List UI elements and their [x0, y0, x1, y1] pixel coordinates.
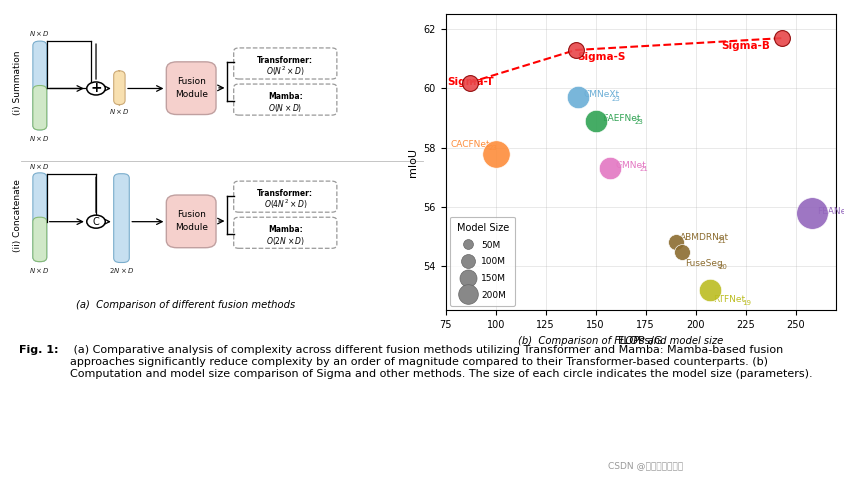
Text: CSDN @明初啥都能学会: CSDN @明初啥都能学会	[608, 461, 683, 470]
Point	[668, 239, 682, 246]
FancyBboxPatch shape	[234, 48, 337, 79]
Text: Fusion
Module: Fusion Module	[175, 210, 208, 232]
Text: 23: 23	[612, 96, 620, 101]
Text: 20: 20	[718, 264, 728, 270]
FancyBboxPatch shape	[114, 174, 129, 262]
Text: $O(N^2 \times D)$: $O(N^2 \times D)$	[266, 65, 305, 78]
Text: $N \times D$: $N \times D$	[30, 134, 51, 143]
Legend: 50M, 100M, 150M, 200M: 50M, 100M, 150M, 200M	[450, 216, 515, 306]
Text: Mamba:: Mamba:	[268, 225, 303, 234]
Point	[463, 79, 477, 86]
Point	[775, 34, 788, 42]
FancyBboxPatch shape	[234, 217, 337, 248]
Text: (i) Summation: (i) Summation	[14, 50, 22, 115]
Text: $N \times D$: $N \times D$	[109, 107, 130, 116]
Text: (b)  Comparison of FLOPs and model size: (b) Comparison of FLOPs and model size	[517, 336, 723, 346]
FancyBboxPatch shape	[33, 85, 46, 130]
Text: $N \times D$: $N \times D$	[30, 266, 51, 275]
Point	[703, 286, 717, 294]
Text: $N \times D$: $N \times D$	[30, 162, 51, 171]
Text: Sigma-S: Sigma-S	[577, 53, 626, 62]
FancyBboxPatch shape	[114, 71, 125, 105]
Text: Sigma-T: Sigma-T	[447, 77, 495, 87]
Text: EAEFNet: EAEFNet	[602, 114, 640, 123]
FancyBboxPatch shape	[33, 41, 46, 130]
Point	[489, 150, 502, 157]
Circle shape	[87, 215, 106, 228]
Text: Fusion
Module: Fusion Module	[175, 77, 208, 99]
Text: Mamba:: Mamba:	[268, 92, 303, 101]
Point	[589, 117, 603, 125]
Text: 23: 23	[489, 145, 498, 151]
FancyBboxPatch shape	[166, 195, 216, 248]
Text: C: C	[93, 217, 100, 227]
FancyBboxPatch shape	[166, 62, 216, 114]
Text: 23: 23	[635, 119, 643, 125]
Text: 21: 21	[639, 166, 648, 172]
Text: +: +	[90, 82, 102, 96]
Text: GMNet: GMNet	[615, 161, 647, 170]
Text: CACFNet: CACFNet	[450, 140, 490, 149]
Text: ABMDRNet: ABMDRNet	[679, 232, 728, 242]
Text: $O(4N^2 \times D)$: $O(4N^2 \times D)$	[263, 198, 307, 211]
Text: $O(N \times D)$: $O(N \times D)$	[268, 102, 302, 114]
Text: FEANet: FEANet	[818, 207, 844, 216]
Point	[571, 94, 584, 101]
FancyBboxPatch shape	[33, 217, 46, 262]
Text: FuseSeg: FuseSeg	[685, 258, 723, 268]
Y-axis label: mIoU: mIoU	[408, 148, 418, 177]
Text: 21: 21	[717, 238, 726, 243]
Text: Transformer:: Transformer:	[257, 189, 313, 198]
Text: Transformer:: Transformer:	[257, 56, 313, 65]
Text: $N \times D$: $N \times D$	[30, 29, 51, 38]
Text: Sigma-B: Sigma-B	[722, 41, 771, 51]
Text: $2N \times D$: $2N \times D$	[109, 266, 134, 275]
Point	[569, 46, 582, 54]
Point	[805, 209, 819, 217]
FancyBboxPatch shape	[234, 84, 337, 115]
Text: (a)  Comparison of different fusion methods: (a) Comparison of different fusion metho…	[76, 300, 295, 310]
Point	[675, 248, 689, 256]
Text: Fig. 1:: Fig. 1:	[19, 345, 58, 355]
Text: RTFNet: RTFNet	[714, 295, 746, 304]
X-axis label: FLOPs/G: FLOPs/G	[618, 336, 663, 346]
Point	[603, 165, 616, 172]
Text: 19: 19	[742, 300, 751, 306]
FancyBboxPatch shape	[33, 173, 46, 262]
Text: (a) Comparative analysis of complexity across different fusion methods utilizing: (a) Comparative analysis of complexity a…	[70, 345, 813, 379]
Text: CMNeXt: CMNeXt	[584, 90, 619, 99]
Text: $O(2N \times D)$: $O(2N \times D)$	[266, 235, 305, 247]
Text: (ii) Concatenate: (ii) Concatenate	[14, 179, 22, 252]
Circle shape	[87, 82, 106, 95]
FancyBboxPatch shape	[234, 181, 337, 212]
